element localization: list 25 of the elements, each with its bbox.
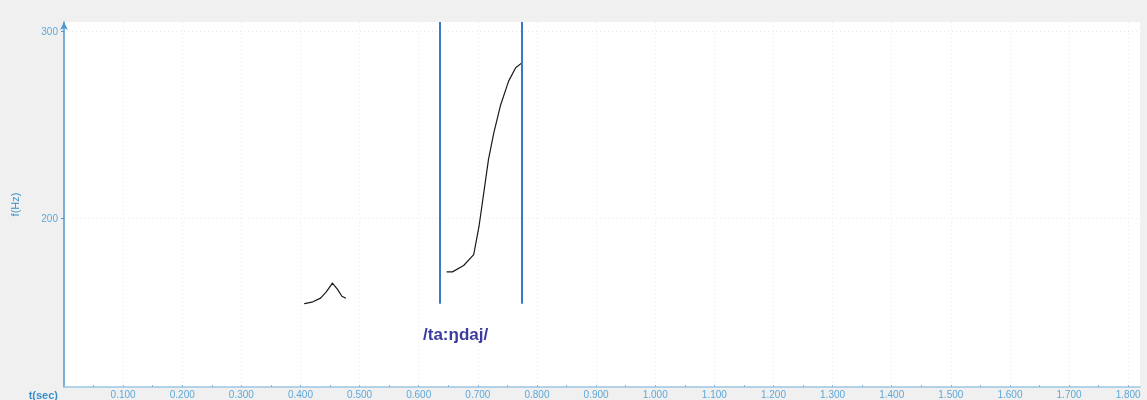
x-tick-label: 1.100: [701, 388, 728, 400]
x-tick-label: 1.000: [642, 388, 669, 400]
x-tick-label: 0.500: [347, 388, 373, 400]
x-tick-label: 0.800: [524, 388, 550, 400]
x-tick-label: 1.400: [879, 388, 905, 400]
x-tick-label: 0.900: [583, 388, 610, 400]
y-tick-label: 300: [41, 25, 59, 37]
x-tick-label: 1.600: [997, 388, 1023, 400]
annotation: /ta:ŋdaj/: [423, 325, 489, 344]
x-axis-title: t(sec): [28, 388, 59, 400]
x-tick-label: 1.200: [760, 388, 787, 400]
x-tick-label: 1.800: [1115, 388, 1142, 400]
x-tick-label: 0.100: [110, 388, 137, 400]
x-tick-label: 0.700: [465, 388, 491, 400]
line-series: [304, 282, 347, 305]
x-tick-label: 1.300: [820, 388, 846, 400]
y-tick-label: 200: [41, 213, 59, 225]
y-axis-title: f(Hz): [8, 192, 21, 217]
line-series: [446, 62, 523, 273]
x-tick-label: 0.200: [169, 388, 196, 400]
x-tick-label: 1.700: [1056, 388, 1082, 400]
x-tick-label: 0.600: [406, 388, 432, 400]
x-tick-label: 0.300: [228, 388, 255, 400]
x-tick-label: 0.400: [287, 388, 314, 400]
x-tick-label: 1.500: [938, 388, 964, 400]
